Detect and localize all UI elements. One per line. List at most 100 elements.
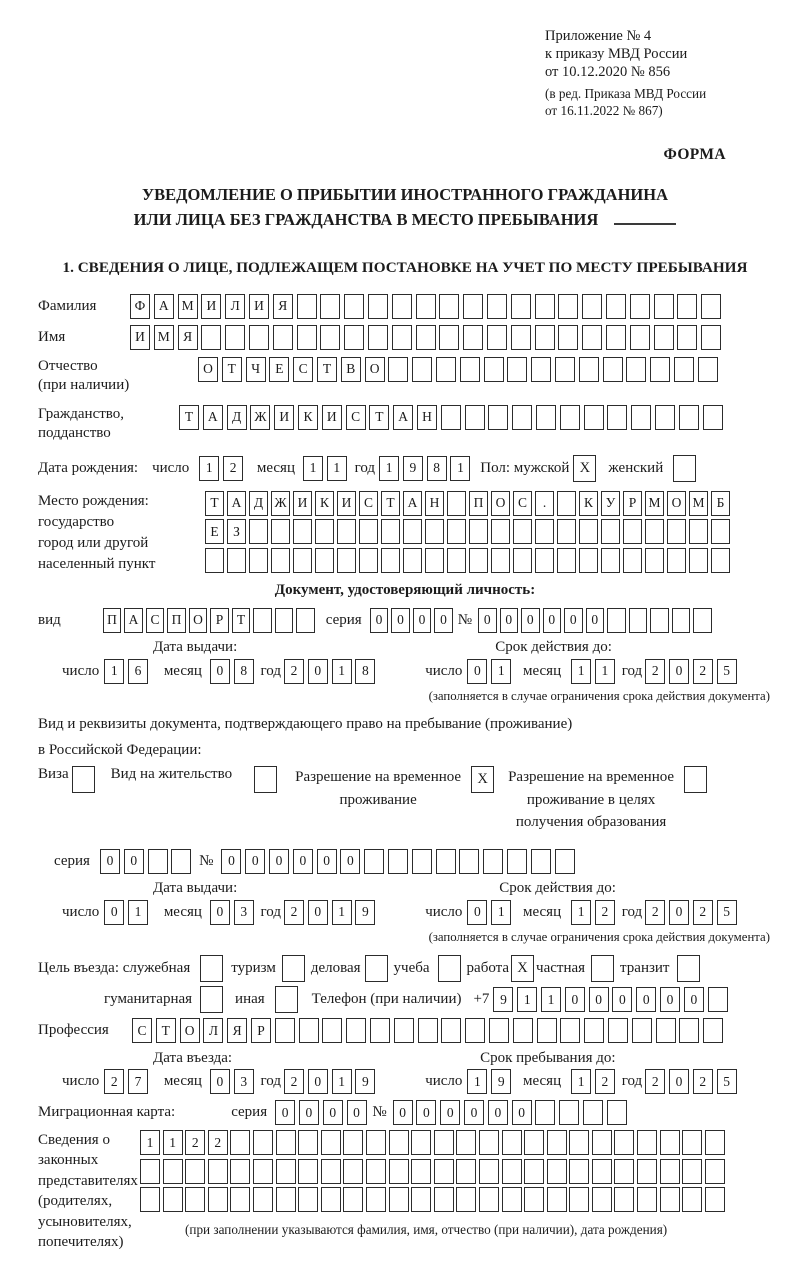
purpose-business-checkbox[interactable] [364,955,388,983]
char-cell-filled[interactable]: 0 [636,987,657,1013]
char-cell[interactable] [637,1130,658,1156]
char-cell-filled[interactable]: 0 [209,658,230,684]
char-cell-filled[interactable]: . [535,490,554,516]
char-cell[interactable] [162,1187,183,1213]
char-cell[interactable] [415,293,436,319]
char-cell-filled[interactable]: 1 [571,658,592,684]
char-cell[interactable] [275,1158,296,1184]
char-cell[interactable] [491,519,510,545]
char-cell-filled[interactable]: Т [205,490,224,516]
char-cell[interactable] [459,356,480,382]
char-cell[interactable] [579,519,598,545]
char-cell-filled[interactable]: Т [155,1018,176,1044]
char-cell-filled[interactable]: 0 [123,848,144,874]
char-cell-filled[interactable]: 0 [499,607,518,633]
char-cell[interactable] [653,293,674,319]
char-cell-filled[interactable]: Д [249,490,268,516]
char-cell[interactable] [560,1018,581,1044]
char-cell[interactable] [272,324,293,350]
char-cell[interactable] [583,404,604,430]
char-cell-filled[interactable]: Т [221,356,242,382]
char-cell[interactable] [464,404,485,430]
char-cell[interactable] [513,519,532,545]
char-cell-filled[interactable]: 9 [355,899,376,925]
char-cell-filled[interactable]: Б [711,490,730,516]
char-cell[interactable] [524,1187,545,1213]
char-cell[interactable] [365,1130,386,1156]
char-cell[interactable] [535,1100,556,1126]
char-cell[interactable] [607,607,626,633]
char-cell[interactable] [602,356,623,382]
char-cell[interactable] [655,1018,676,1044]
char-cell-filled[interactable]: 0 [511,1100,532,1126]
char-cell[interactable] [614,1130,635,1156]
char-cell[interactable] [447,490,466,516]
char-cell-filled[interactable]: Л [225,293,246,319]
char-cell[interactable] [702,404,723,430]
char-cell-filled[interactable]: О [667,490,686,516]
char-cell[interactable] [230,1187,251,1213]
char-cell[interactable] [425,519,444,545]
purpose-other-checkbox[interactable] [274,986,298,1014]
char-cell[interactable] [486,293,507,319]
char-cell[interactable] [578,356,599,382]
char-cell[interactable] [546,1187,567,1213]
char-cell[interactable] [411,1130,432,1156]
char-cell[interactable] [417,1018,438,1044]
char-cell-filled[interactable]: Е [269,356,290,382]
char-cell[interactable] [559,1100,580,1126]
char-cell-filled[interactable]: О [179,1018,200,1044]
char-cell-filled[interactable]: Р [210,607,229,633]
char-cell[interactable] [320,1130,341,1156]
char-cell[interactable] [469,547,488,573]
char-cell-filled[interactable]: С [145,607,165,633]
char-cell-filled[interactable]: 0 [542,607,561,633]
char-cell[interactable] [483,848,504,874]
purpose-private-checkbox[interactable] [591,955,615,983]
char-cell[interactable] [703,1018,724,1044]
char-cell[interactable] [673,356,694,382]
char-cell-filled[interactable]: Я [177,324,198,350]
char-cell-filled[interactable]: 0 [104,899,125,925]
char-cell-filled[interactable]: М [177,293,198,319]
char-cell[interactable] [591,1158,612,1184]
purpose-official-checkbox[interactable] [200,955,224,983]
char-cell[interactable] [557,547,576,573]
char-cell[interactable] [569,1187,590,1213]
char-cell[interactable] [584,1018,605,1044]
char-cell-filled[interactable]: 1 [199,455,220,481]
char-cell[interactable] [488,404,509,430]
char-cell[interactable] [659,1158,680,1184]
char-cell[interactable] [388,1130,409,1156]
char-cell[interactable] [546,1158,567,1184]
char-cell[interactable] [679,1018,700,1044]
char-cell[interactable] [667,519,686,545]
char-cell-filled[interactable]: И [274,404,295,430]
char-cell[interactable] [689,519,708,545]
char-cell[interactable] [501,1130,522,1156]
char-cell-filled[interactable]: 0 [478,607,497,633]
char-cell[interactable] [425,547,444,573]
char-cell[interactable] [205,547,224,573]
char-cell-filled[interactable]: 0 [412,607,432,633]
char-cell[interactable] [534,324,555,350]
temp-residence-education-checkbox[interactable] [684,766,708,794]
char-cell[interactable] [296,293,317,319]
char-cell[interactable] [298,1018,319,1044]
char-cell-filled[interactable]: А [153,293,174,319]
char-cell-filled[interactable]: 1 [467,1069,488,1095]
char-cell-filled[interactable]: И [337,490,356,516]
char-cell-filled[interactable]: 5 [716,1069,737,1095]
char-cell-filled[interactable]: 1 [140,1130,160,1156]
char-cell-filled[interactable]: 1 [491,658,512,684]
char-cell-filled[interactable]: 0 [434,607,453,633]
char-cell[interactable] [249,547,268,573]
char-cell[interactable] [185,1158,206,1184]
char-cell[interactable] [322,1018,343,1044]
char-cell[interactable] [201,324,222,350]
char-cell[interactable] [582,324,603,350]
char-cell[interactable] [591,1130,612,1156]
char-cell[interactable] [677,324,698,350]
char-cell-filled[interactable]: Т [231,607,251,633]
char-cell[interactable] [252,1130,273,1156]
